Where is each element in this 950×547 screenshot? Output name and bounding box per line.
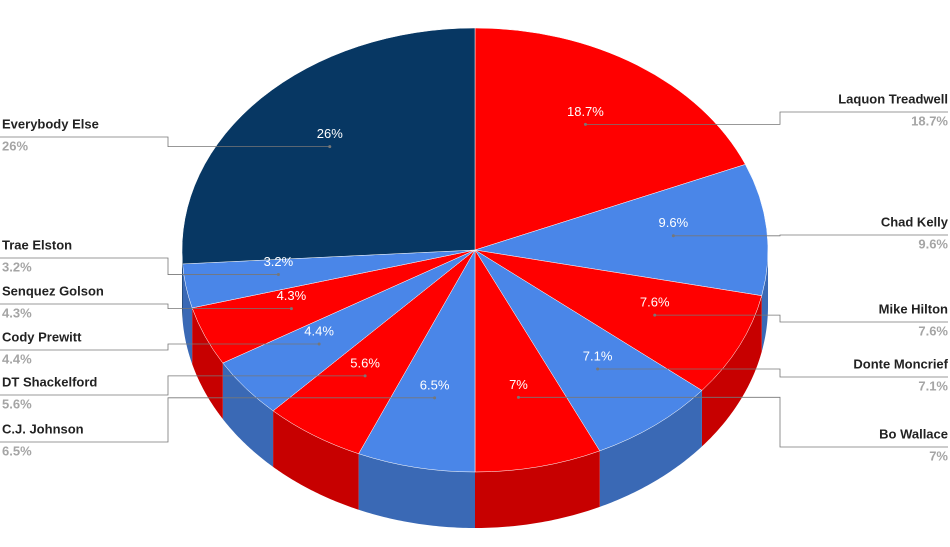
slice [474,249,601,473]
data-label: 7.6% [640,295,670,310]
leader-dot [328,145,332,149]
legend-name: Bo Wallace [879,426,948,441]
legend-value: 3.2% [2,259,32,274]
leader-dot [583,122,587,126]
data-label: 4.4% [304,323,334,338]
data-label: 6.5% [420,377,450,392]
legend-name: Mike Hilton [879,301,948,316]
legend-value: 4.3% [2,305,32,320]
legend-value: 7% [929,448,948,463]
leader-line [654,314,948,323]
legend-value: 5.6% [2,396,32,411]
leader-line [673,234,948,237]
slice-side [358,453,475,528]
legend-name: DT Shackelford [2,374,97,389]
tops [181,27,769,473]
legend-value: 26% [2,138,28,153]
leader-dot [276,273,280,277]
legend-value: 18.7% [911,113,948,128]
legend-name: Everybody Else [2,116,99,131]
legend-value: 7.6% [918,323,948,338]
legend-name: Donte Moncrief [853,356,948,371]
legend-name: Laquon Treadwell [838,91,948,106]
sides [182,250,768,528]
legend-value: 6.5% [2,443,32,458]
leader-line [518,396,948,448]
leader-dot [433,396,437,400]
slice [474,249,703,452]
leader-dot [317,342,321,346]
leader-line [585,111,948,125]
slice-side [475,450,600,528]
legend-value: 9.6% [918,236,948,251]
leader-line [0,257,279,275]
legend-value: 7.1% [918,378,948,393]
slice-side [182,263,193,364]
leader-line [0,343,320,351]
data-label: 9.6% [659,215,689,230]
data-label: 3.2% [264,254,294,269]
leader-dot [289,307,293,311]
leader-dot [596,367,600,371]
legend-name: Cody Prewitt [2,329,82,344]
data-label: 4.3% [277,288,307,303]
legend-name: Senquez Golson [2,283,104,298]
legend-name: Trae Elston [2,237,72,252]
data-label: 18.7% [567,104,604,119]
leader-dot [671,234,675,238]
slice-side [599,390,702,507]
leader-dot [653,313,657,317]
data-label: 5.6% [350,355,380,370]
slice [474,27,746,251]
slice-side [761,250,768,352]
leader-dot [516,395,520,399]
slice-side [273,410,359,510]
labels: 18.7% Laquon Treadwell 18.7% 9.6% Chad Kelly… [0,91,949,463]
data-label: 7% [509,377,528,392]
leader-line [0,303,292,310]
leader-line [0,375,366,396]
slice [474,249,763,391]
leader-dot [363,374,367,378]
leader-line [0,136,330,148]
slice [358,249,476,473]
slice [474,164,769,296]
legend-name: Chad Kelly [881,214,949,229]
leader-line [597,368,948,378]
legend-value: 4.4% [2,351,32,366]
leader-line [0,397,435,443]
data-label: 7.1% [583,348,613,363]
slice-side [192,307,223,420]
slice-side [182,250,183,320]
legend-name: C.J. Johnson [2,421,84,436]
data-label: 26% [317,126,343,141]
slice-side [222,363,274,467]
